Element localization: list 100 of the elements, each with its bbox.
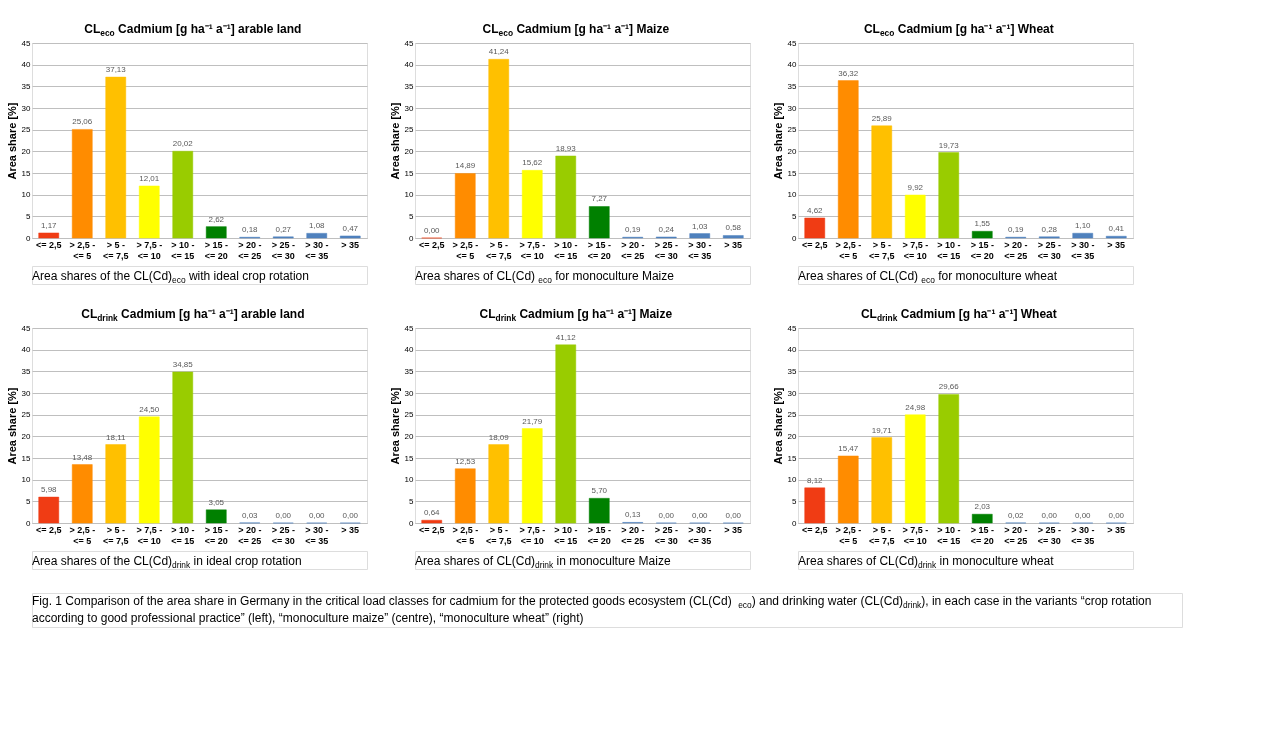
data-label: 0,03	[241, 510, 259, 520]
bar	[689, 233, 711, 239]
x-tick-label: > 20 - <= 25	[238, 524, 262, 546]
bar	[138, 185, 160, 239]
y-tick-label: 0	[409, 233, 415, 243]
data-label: 18,11	[106, 432, 127, 442]
x-tick-label: > 25 - <= 30	[1037, 239, 1061, 261]
bar	[172, 371, 194, 524]
x-tick-label: > 20 - <= 25	[238, 239, 262, 261]
data-label: 0,00	[658, 511, 675, 520]
bar	[488, 58, 510, 239]
x-tick-label: > 10 - <= 15	[937, 239, 961, 261]
y-tick-label: 10	[787, 190, 798, 200]
data-label: 9,92	[907, 183, 924, 193]
y-tick-label: 5	[409, 211, 415, 221]
data-label: 18,93	[555, 143, 577, 153]
y-tick-label: 10	[404, 190, 415, 200]
x-tick-label: > 25 - <= 30	[1037, 524, 1061, 546]
bar	[904, 194, 926, 239]
x-tick-label: > 15 - <= 20	[970, 239, 994, 261]
x-tick-label: > 35	[341, 239, 360, 250]
y-tick-label: 45	[787, 323, 798, 333]
data-label: 13,48	[72, 452, 93, 462]
y-tick-label: 35	[787, 81, 798, 91]
data-label: 1,55	[974, 219, 991, 229]
y-tick-label: 10	[21, 475, 32, 485]
x-tick-label: > 7,5 - <= 10	[902, 524, 929, 546]
data-label: 0,00	[308, 511, 326, 520]
x-tick-label: > 7,5 - <= 10	[136, 239, 163, 261]
data-label: 15,47	[838, 443, 859, 453]
bar	[38, 232, 60, 239]
x-tick-label: > 7,5 - <= 10	[519, 239, 546, 261]
x-tick-label: > 10 - <= 15	[171, 524, 195, 546]
x-tick-label: > 5 - <= 7,5	[485, 239, 512, 261]
bar	[339, 235, 361, 239]
y-tick-label: 25	[21, 410, 32, 420]
bar	[205, 226, 227, 239]
y-tick-label: 40	[787, 345, 798, 355]
y-tick-label: 30	[787, 103, 798, 113]
bar	[306, 232, 328, 239]
x-tick-label: > 5 - <= 7,5	[102, 239, 129, 261]
y-tick-label: 20	[404, 146, 415, 156]
x-tick-label: > 7,5 - <= 10	[136, 524, 163, 546]
y-tick-label: 20	[21, 146, 32, 156]
y-tick-label: 25	[404, 410, 415, 420]
data-label: 1,10	[1074, 221, 1092, 231]
bar	[722, 235, 744, 239]
data-label: 0,13	[624, 510, 642, 520]
data-label: 5,70	[591, 486, 608, 496]
y-tick-label: 30	[404, 103, 415, 113]
bar	[555, 344, 577, 524]
data-label: 0,00	[725, 511, 742, 520]
data-label: 1,03	[691, 221, 709, 231]
data-label: 19,73	[938, 140, 960, 150]
x-tick-label: > 35	[724, 524, 743, 535]
y-tick-label: 45	[21, 323, 32, 333]
y-tick-label: 30	[787, 388, 798, 398]
y-tick-label: 40	[21, 345, 32, 355]
y-tick-label: 0	[792, 518, 798, 528]
data-label: 0,64	[423, 508, 441, 518]
y-tick-label: 25	[21, 125, 32, 135]
bar	[421, 519, 443, 524]
data-label: 37,13	[105, 65, 127, 75]
data-label: 0,00	[691, 511, 709, 520]
x-tick-label: > 5 - <= 7,5	[868, 524, 895, 546]
x-tick-label: > 30 - <= 35	[305, 524, 329, 546]
data-label: 0,19	[1007, 225, 1025, 235]
y-tick-label: 15	[21, 168, 32, 178]
x-tick-label: > 2,5 - <= 5	[452, 524, 479, 546]
data-label: 19,71	[871, 425, 893, 435]
y-tick-label: 45	[21, 38, 32, 48]
x-tick-label: > 20 - <= 25	[621, 239, 645, 261]
y-tick-label: 10	[21, 190, 32, 200]
data-label: 0,00	[1108, 511, 1125, 520]
y-axis-title: Area share [%]	[388, 102, 401, 180]
y-tick-label: 15	[21, 453, 32, 463]
data-label: 36,32	[838, 68, 859, 78]
y-tick-label: 0	[409, 518, 415, 528]
x-tick-label: <= 2,5	[801, 524, 828, 535]
data-label: 25,06	[72, 117, 93, 127]
data-label: 20,02	[172, 139, 194, 149]
y-tick-label: 0	[26, 233, 32, 243]
y-tick-label: 45	[404, 38, 415, 48]
x-tick-label: <= 2,5	[801, 239, 828, 250]
x-tick-label: > 30 - <= 35	[688, 239, 712, 261]
x-tick-label: > 25 - <= 30	[654, 524, 678, 546]
bar	[38, 496, 60, 524]
y-tick-label: 40	[21, 60, 32, 70]
x-tick-label: > 2,5 - <= 5	[69, 239, 96, 261]
y-tick-label: 0	[26, 518, 32, 528]
bar	[971, 513, 993, 524]
bar	[521, 169, 543, 239]
y-tick-label: 15	[404, 168, 415, 178]
y-tick-label: 20	[21, 431, 32, 441]
x-tick-label: > 10 - <= 15	[554, 524, 578, 546]
bar	[588, 206, 610, 239]
y-tick-label: 35	[404, 81, 415, 91]
x-tick-label: > 25 - <= 30	[654, 239, 678, 261]
y-tick-label: 30	[21, 103, 32, 113]
x-tick-label: > 15 - <= 20	[204, 239, 228, 261]
